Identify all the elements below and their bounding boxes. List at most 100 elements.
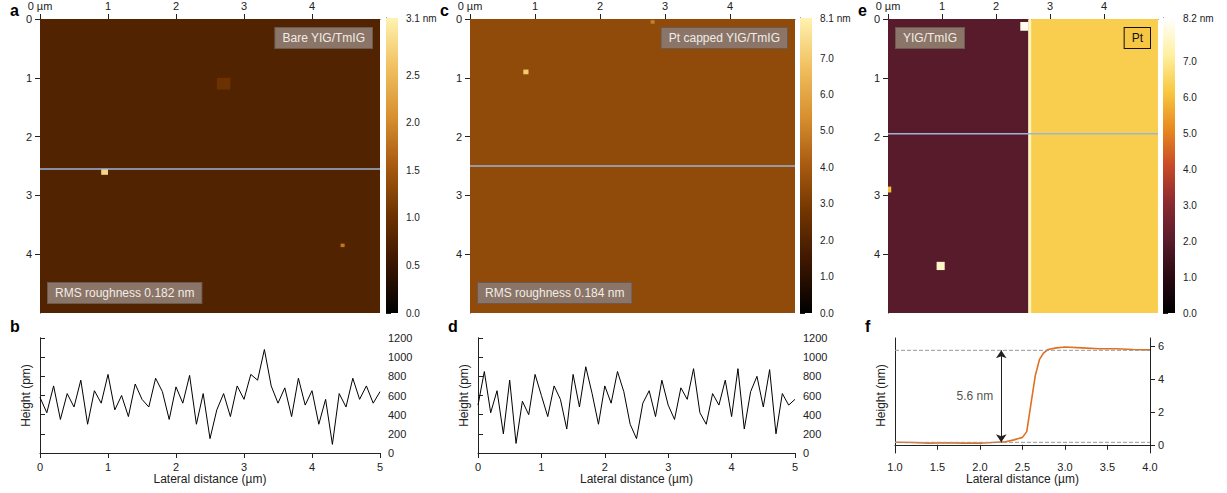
- svg-text:3: 3: [662, 0, 668, 12]
- svg-text:2.0: 2.0: [972, 461, 987, 473]
- svg-text:1: 1: [105, 0, 111, 12]
- svg-text:4: 4: [874, 248, 880, 260]
- svg-text:0 µm: 0 µm: [28, 0, 53, 12]
- svg-text:Pt: Pt: [1132, 31, 1144, 45]
- svg-text:2.0: 2.0: [820, 235, 834, 246]
- svg-text:3.0: 3.0: [1183, 200, 1197, 211]
- svg-text:5.0: 5.0: [820, 125, 834, 136]
- svg-text:200: 200: [388, 428, 406, 440]
- svg-text:200: 200: [803, 428, 821, 440]
- svg-text:2: 2: [456, 131, 462, 143]
- svg-text:3.1 nm: 3.1 nm: [406, 13, 437, 24]
- svg-text:1.0: 1.0: [887, 461, 902, 473]
- svg-text:Height (pm): Height (pm): [457, 364, 471, 427]
- svg-text:3: 3: [241, 0, 247, 12]
- svg-text:400: 400: [388, 409, 406, 421]
- svg-text:2.5: 2.5: [406, 70, 420, 81]
- svg-text:Lateral distance (µm): Lateral distance (µm): [154, 472, 267, 486]
- svg-text:1200: 1200: [388, 332, 412, 344]
- svg-text:2: 2: [602, 461, 608, 473]
- svg-text:3: 3: [1047, 0, 1053, 12]
- svg-text:0 µm: 0 µm: [458, 0, 483, 12]
- svg-text:3: 3: [665, 461, 671, 473]
- svg-text:0: 0: [26, 13, 32, 25]
- svg-text:600: 600: [388, 390, 406, 402]
- svg-text:7.0: 7.0: [820, 53, 834, 64]
- svg-text:Height (pm): Height (pm): [19, 364, 33, 427]
- svg-text:1.0: 1.0: [406, 212, 420, 223]
- svg-text:6.0: 6.0: [1183, 92, 1197, 103]
- svg-text:0 µm: 0 µm: [876, 0, 901, 12]
- svg-text:3.0: 3.0: [1057, 461, 1072, 473]
- svg-text:YIG/TmIG: YIG/TmIG: [903, 31, 957, 45]
- svg-text:e: e: [858, 2, 867, 19]
- svg-text:a: a: [10, 2, 19, 19]
- svg-text:2: 2: [597, 0, 603, 12]
- svg-text:Bare YIG/TmIG: Bare YIG/TmIG: [283, 31, 365, 45]
- svg-text:RMS roughness 0.184 nm: RMS roughness 0.184 nm: [485, 286, 624, 300]
- svg-text:b: b: [10, 318, 20, 335]
- svg-text:5: 5: [792, 461, 798, 473]
- svg-text:2.5: 2.5: [1015, 461, 1030, 473]
- svg-text:2: 2: [874, 131, 880, 143]
- svg-text:4: 4: [1158, 373, 1164, 385]
- svg-text:400: 400: [803, 409, 821, 421]
- svg-text:1200: 1200: [803, 332, 827, 344]
- svg-text:0.0: 0.0: [820, 308, 834, 319]
- svg-text:0: 0: [388, 447, 394, 459]
- svg-text:0.0: 0.0: [406, 308, 420, 319]
- svg-text:5: 5: [377, 461, 383, 473]
- svg-text:2.0: 2.0: [1183, 236, 1197, 247]
- svg-text:2.0: 2.0: [406, 117, 420, 128]
- svg-text:0.0: 0.0: [1183, 308, 1197, 319]
- svg-text:1: 1: [456, 72, 462, 84]
- svg-text:5.0: 5.0: [1183, 128, 1197, 139]
- svg-text:0: 0: [874, 13, 880, 25]
- svg-text:4: 4: [309, 461, 315, 473]
- svg-text:d: d: [448, 318, 458, 335]
- svg-text:Height (nm): Height (nm): [874, 364, 888, 427]
- svg-text:c: c: [440, 2, 449, 19]
- svg-text:0: 0: [803, 447, 809, 459]
- svg-text:3: 3: [874, 189, 880, 201]
- svg-text:1: 1: [874, 72, 880, 84]
- svg-text:3.0: 3.0: [820, 198, 834, 209]
- svg-text:4.0: 4.0: [1142, 461, 1157, 473]
- svg-text:3: 3: [26, 189, 32, 201]
- svg-text:3: 3: [456, 189, 462, 201]
- svg-text:0: 0: [475, 461, 481, 473]
- svg-text:8.2 nm: 8.2 nm: [1183, 13, 1214, 24]
- svg-text:1: 1: [26, 72, 32, 84]
- svg-text:1.5: 1.5: [406, 165, 420, 176]
- svg-text:4.0: 4.0: [1183, 164, 1197, 175]
- svg-text:1000: 1000: [803, 351, 827, 363]
- svg-text:4: 4: [456, 248, 462, 260]
- svg-text:2: 2: [993, 0, 999, 12]
- svg-text:4.0: 4.0: [820, 162, 834, 173]
- svg-text:1.5: 1.5: [930, 461, 945, 473]
- svg-text:1: 1: [939, 0, 945, 12]
- svg-text:Lateral distance (µm): Lateral distance (µm): [966, 472, 1079, 486]
- svg-text:0: 0: [37, 461, 43, 473]
- svg-text:0: 0: [1158, 439, 1164, 451]
- svg-text:1: 1: [105, 461, 111, 473]
- svg-text:0.5: 0.5: [406, 260, 420, 271]
- svg-text:3.5: 3.5: [1100, 461, 1115, 473]
- svg-text:800: 800: [803, 370, 821, 382]
- svg-text:2: 2: [26, 131, 32, 143]
- svg-text:4: 4: [727, 0, 733, 12]
- svg-text:6.0: 6.0: [820, 89, 834, 100]
- svg-text:1.0: 1.0: [820, 271, 834, 282]
- svg-text:8.1 nm: 8.1 nm: [820, 13, 851, 24]
- svg-text:4: 4: [309, 0, 315, 12]
- svg-text:800: 800: [388, 370, 406, 382]
- svg-text:0: 0: [456, 13, 462, 25]
- svg-text:4: 4: [26, 248, 32, 260]
- svg-text:1.0: 1.0: [1183, 272, 1197, 283]
- svg-text:7.0: 7.0: [1183, 56, 1197, 67]
- svg-text:2: 2: [1158, 406, 1164, 418]
- svg-text:1000: 1000: [388, 351, 412, 363]
- svg-text:5.6 nm: 5.6 nm: [957, 389, 994, 403]
- svg-text:2: 2: [173, 0, 179, 12]
- svg-text:6: 6: [1158, 340, 1164, 352]
